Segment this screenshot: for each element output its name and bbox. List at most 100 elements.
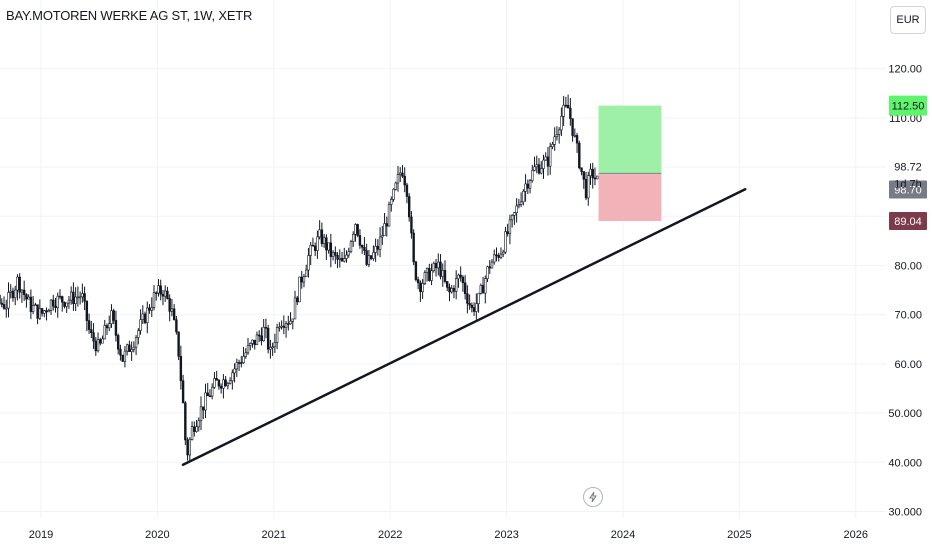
candle-body: [419, 282, 422, 293]
candle-body: [108, 323, 111, 329]
candle: [363, 236, 366, 255]
price-tick-label: 50.000: [888, 408, 922, 420]
candle: [457, 273, 460, 288]
candle: [372, 245, 375, 261]
candle-body: [399, 172, 402, 175]
candle: [401, 165, 404, 178]
candle-body: [510, 215, 514, 221]
candle: [240, 355, 243, 368]
candle: [78, 291, 82, 305]
candle-body: [524, 183, 527, 192]
candle: [172, 304, 176, 321]
candle-body: [56, 295, 59, 308]
candle: [49, 299, 53, 315]
candle: [175, 315, 178, 335]
candle-body: [441, 270, 444, 277]
candle: [394, 181, 397, 191]
candle-body: [18, 276, 21, 293]
lightning-icon[interactable]: [583, 487, 603, 507]
candle-body: [477, 292, 480, 304]
symbol-title: BAY.MOTOREN WERKE AG ST, 1W, XETR: [6, 8, 253, 23]
candle-body: [587, 175, 590, 199]
candle: [414, 260, 418, 282]
candle-body: [439, 261, 442, 277]
candle-body: [264, 326, 268, 329]
candle: [589, 163, 592, 185]
candle-body: [329, 242, 333, 257]
candle: [560, 107, 563, 137]
candle: [430, 263, 433, 286]
candle-body: [589, 168, 592, 176]
candle-body: [40, 308, 44, 314]
candle: [546, 146, 550, 176]
candle: [130, 341, 133, 361]
candle-body: [217, 379, 221, 387]
candle: [206, 383, 209, 397]
candle-body: [92, 332, 95, 342]
candle-body: [219, 385, 223, 389]
candle-body: [363, 246, 366, 251]
candle: [569, 98, 572, 126]
candle-body: [123, 350, 127, 362]
candle: [481, 276, 485, 294]
candle: [193, 421, 196, 437]
candle-body: [9, 290, 12, 293]
candle-body: [293, 297, 297, 320]
candle: [271, 342, 274, 356]
candle: [202, 406, 205, 420]
candle-body: [172, 308, 176, 320]
candle-body: [360, 245, 364, 248]
candle-body: [242, 356, 245, 364]
candle-body: [551, 144, 554, 148]
candle-body: [573, 135, 577, 137]
candle: [318, 220, 321, 240]
price-tag-target: 112.50: [889, 95, 927, 116]
candle: [170, 298, 174, 317]
candle: [52, 294, 55, 311]
candle-body: [208, 395, 212, 398]
candle: [264, 318, 268, 339]
candle-body: [569, 107, 572, 119]
candle-body: [54, 305, 57, 308]
candle-body: [112, 310, 115, 321]
candle-body: [298, 276, 301, 303]
candle-body: [83, 293, 86, 302]
candle-body: [549, 146, 552, 167]
candle: [434, 258, 438, 277]
candle: [36, 304, 39, 325]
candle: [309, 241, 312, 266]
price-tag-label: 98.72: [894, 161, 922, 173]
candle: [428, 263, 431, 282]
candle: [407, 193, 411, 222]
candle-body: [266, 327, 270, 350]
candle: [38, 299, 42, 320]
candle-body: [405, 184, 409, 197]
candle: [343, 247, 346, 263]
candle-body: [463, 282, 467, 295]
candle-body: [428, 268, 431, 281]
candle-body: [501, 251, 505, 255]
candle-body: [580, 167, 583, 172]
candle: [578, 140, 581, 170]
time-tick-label: 2021: [262, 529, 286, 541]
price-tick-label: 80.00: [894, 261, 922, 273]
candle: [181, 374, 185, 404]
candle-body: [269, 347, 272, 350]
candle: [484, 275, 487, 304]
candle: [412, 229, 415, 266]
candle-body: [253, 339, 256, 346]
candle-body: [43, 310, 46, 314]
candle: [587, 171, 590, 206]
candle-body: [291, 318, 294, 322]
candle: [266, 324, 270, 354]
candle: [291, 318, 294, 330]
candle: [275, 323, 279, 350]
candle-body: [45, 310, 48, 313]
candle: [34, 302, 37, 307]
candle-body: [284, 323, 288, 328]
candle-body: [318, 229, 321, 238]
candle: [385, 216, 388, 237]
currency-button[interactable]: EUR: [890, 6, 926, 34]
candle: [105, 323, 109, 335]
